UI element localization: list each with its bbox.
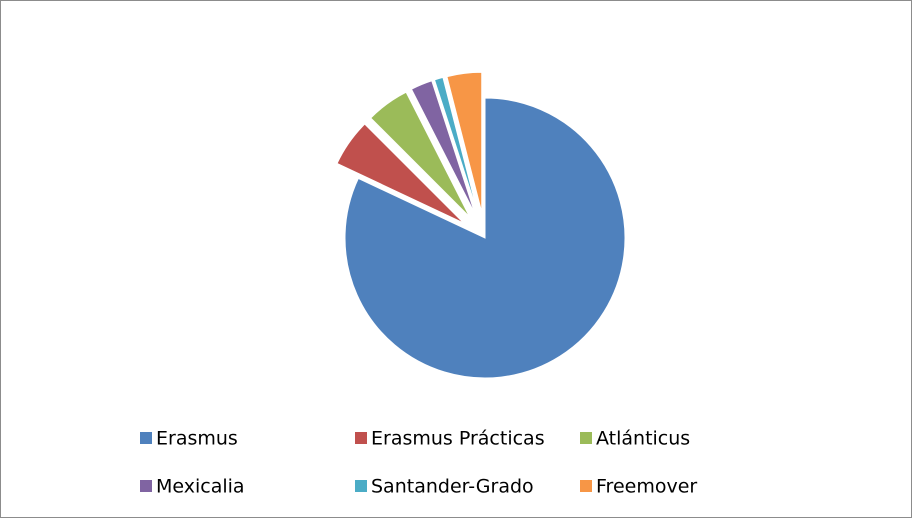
legend-label: Santander-Grado [371, 476, 534, 498]
legend-swatch [140, 432, 152, 444]
pie-slice [446, 71, 483, 213]
legend-swatch [355, 432, 367, 444]
legend-swatch [580, 480, 592, 492]
legend-label: Mexicalia [156, 476, 245, 498]
legend-swatch [580, 432, 592, 444]
legend-label: Erasmus Prácticas [371, 428, 545, 450]
pie-slice [410, 80, 476, 215]
legend-label: Erasmus [156, 428, 238, 450]
legend-swatch [140, 480, 152, 492]
legend-label: Freemover [596, 476, 697, 498]
pie-slice [433, 76, 479, 214]
legend-label: Atlánticus [596, 428, 690, 450]
pie-slice [336, 123, 465, 224]
legend-swatch [355, 480, 367, 492]
pie-slice [370, 91, 471, 218]
pie-slice [344, 97, 626, 379]
